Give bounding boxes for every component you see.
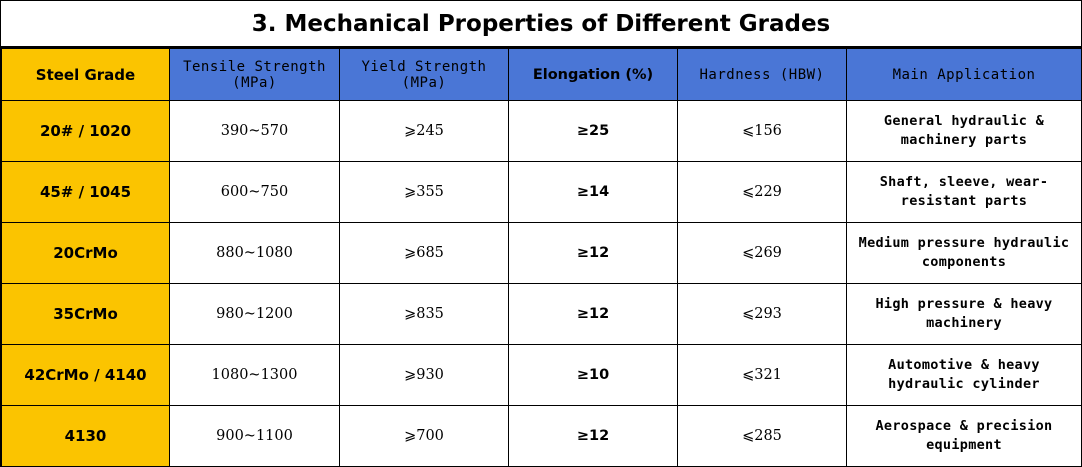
cell-hardness: ⩽269 (677, 222, 847, 284)
cell-tensile-strength: 880~1080 (169, 222, 340, 284)
cell-tensile-strength: 980~1200 (169, 283, 340, 345)
cell-steel-grade: 42CrMo / 4140 (1, 344, 170, 406)
header-yield-strength: Yield Strength (MPa) (339, 48, 509, 101)
table-row: 35CrMo 980~1200 ⩾835 ≥12 ⩽293 High press… (1, 283, 1082, 345)
cell-main-application: Shaft, sleeve, wear- resistant parts (846, 161, 1082, 223)
cell-elongation: ≥14 (508, 161, 678, 223)
cell-main-application: High pressure & heavy machinery (846, 283, 1082, 345)
cell-tensile-strength: 390~570 (169, 100, 340, 162)
table-row: 45# / 1045 600~750 ⩾355 ≥14 ⩽229 Shaft, … (1, 161, 1082, 223)
cell-elongation: ≥12 (508, 283, 678, 345)
cell-yield-strength: ⩾245 (339, 100, 509, 162)
cell-yield-strength: ⩾835 (339, 283, 509, 345)
header-main-application: Main Application (846, 48, 1082, 101)
cell-steel-grade: 45# / 1045 (1, 161, 170, 223)
table-row: 42CrMo / 4140 1080~1300 ⩾930 ≥10 ⩽321 Au… (1, 344, 1082, 406)
cell-hardness: ⩽229 (677, 161, 847, 223)
cell-steel-grade: 35CrMo (1, 283, 170, 345)
cell-hardness: ⩽321 (677, 344, 847, 406)
cell-main-application: Aerospace & precision equipment (846, 405, 1082, 467)
cell-elongation: ≥12 (508, 405, 678, 467)
cell-main-application: Automotive & heavy hydraulic cylinder (846, 344, 1082, 406)
header-elongation: Elongation (%) (508, 48, 678, 101)
header-row: Steel Grade Tensile Strength (MPa) Yield… (1, 48, 1082, 101)
cell-elongation: ≥12 (508, 222, 678, 284)
cell-yield-strength: ⩾700 (339, 405, 509, 467)
cell-yield-strength: ⩾930 (339, 344, 509, 406)
cell-hardness: ⩽293 (677, 283, 847, 345)
cell-tensile-strength: 1080~1300 (169, 344, 340, 406)
cell-tensile-strength: 900~1100 (169, 405, 340, 467)
table-row: 4130 900~1100 ⩾700 ≥12 ⩽285 Aerospace & … (1, 405, 1082, 467)
header-tensile-strength: Tensile Strength (MPa) (169, 48, 340, 101)
cell-main-application: General hydraulic & machinery parts (846, 100, 1082, 162)
cell-hardness: ⩽156 (677, 100, 847, 162)
properties-table: Steel Grade Tensile Strength (MPa) Yield… (1, 48, 1082, 467)
cell-tensile-strength: 600~750 (169, 161, 340, 223)
cell-yield-strength: ⩾685 (339, 222, 509, 284)
cell-main-application: Medium pressure hydraulic components (846, 222, 1082, 284)
table-row: 20CrMo 880~1080 ⩾685 ≥12 ⩽269 Medium pre… (1, 222, 1082, 284)
table-title: 3. Mechanical Properties of Different Gr… (1, 1, 1081, 48)
header-steel-grade: Steel Grade (1, 48, 170, 101)
cell-elongation: ≥10 (508, 344, 678, 406)
cell-hardness: ⩽285 (677, 405, 847, 467)
cell-elongation: ≥25 (508, 100, 678, 162)
cell-steel-grade: 20CrMo (1, 222, 170, 284)
cell-yield-strength: ⩾355 (339, 161, 509, 223)
table-row: 20# / 1020 390~570 ⩾245 ≥25 ⩽156 General… (1, 100, 1082, 162)
header-hardness: Hardness (HBW) (677, 48, 847, 101)
cell-steel-grade: 20# / 1020 (1, 100, 170, 162)
cell-steel-grade: 4130 (1, 405, 170, 467)
